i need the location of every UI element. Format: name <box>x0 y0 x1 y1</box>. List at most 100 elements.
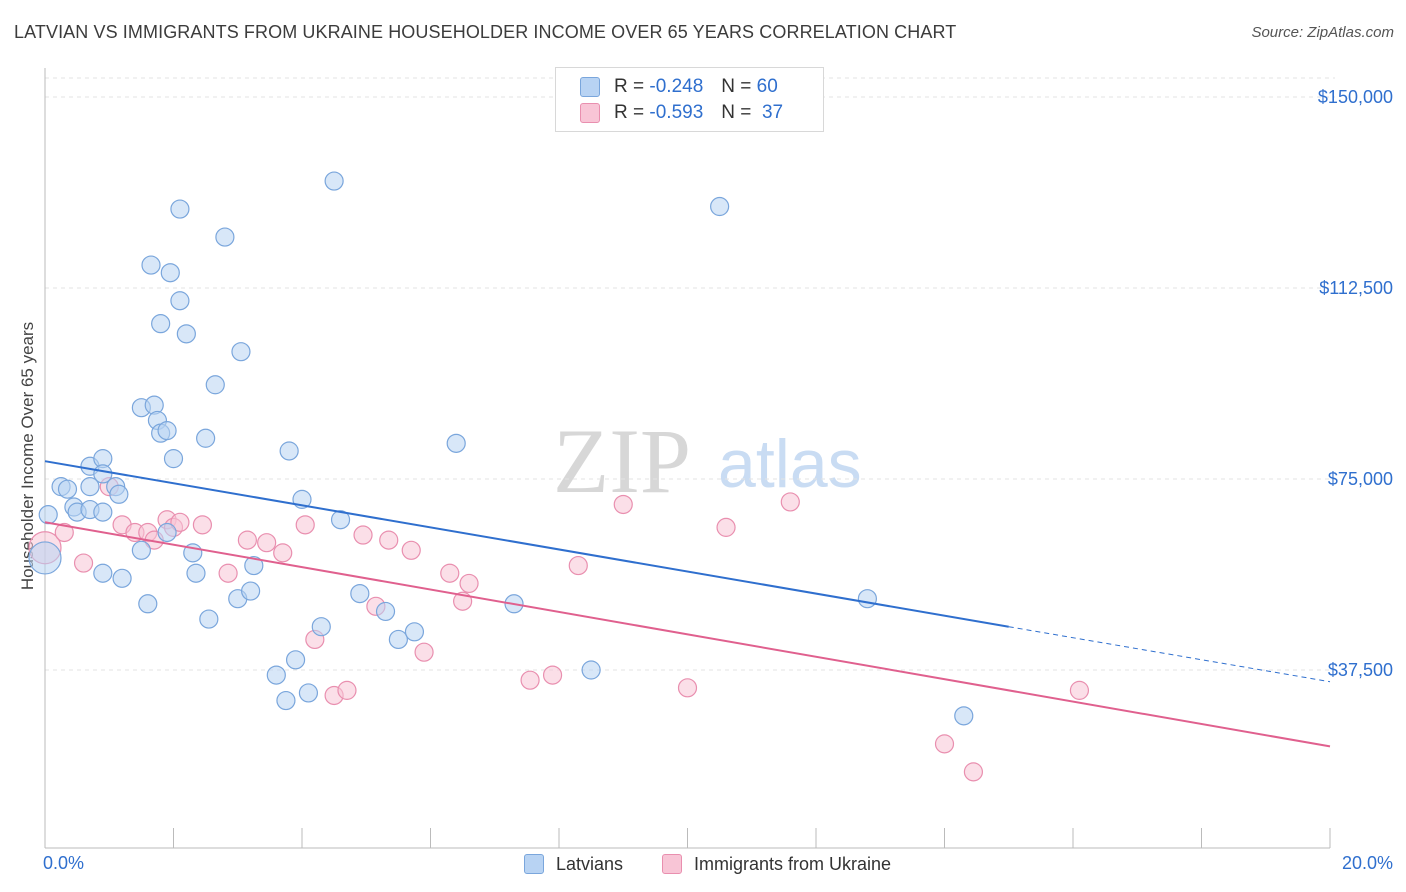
latvian-trend-line <box>44 460 1009 628</box>
bottom-legend-ukraine: Immigrants from Ukraine <box>662 852 891 876</box>
latvian-point <box>266 665 286 685</box>
ukraine-point <box>192 515 213 535</box>
latvian-point <box>298 683 319 703</box>
latvian-trend-extension <box>1008 626 1331 683</box>
ukraine-point <box>295 515 315 535</box>
ukraine-point <box>54 522 74 543</box>
ukraine-point <box>414 642 434 662</box>
ukraine-point <box>934 734 955 754</box>
latvian-point <box>80 477 100 497</box>
latvian-point <box>350 583 370 604</box>
latvian-point <box>163 449 184 469</box>
y-tick-label: $75,000 <box>1328 469 1393 489</box>
legend-row-ukraine: R = -0.593 N = 37 <box>580 101 783 125</box>
legend-row-latvians: R = -0.248 N = 60 <box>580 75 778 99</box>
latvian-point <box>199 609 219 629</box>
source-label: Source: ZipAtlas.com <box>1251 24 1394 41</box>
latvian-point <box>324 171 344 191</box>
latvian-point <box>954 706 974 726</box>
correlation-legend: R = -0.248 N = 60 R = -0.593 N = 37 <box>555 67 824 132</box>
latvian-point <box>375 601 396 622</box>
chart-title: LATVIAN VS IMMIGRANTS FROM UKRAINE HOUSE… <box>14 22 957 42</box>
latvian-point <box>710 196 730 217</box>
latvian-point <box>93 563 113 583</box>
ukraine-point <box>568 555 588 576</box>
latvian-point <box>176 324 196 344</box>
latvian-point <box>404 622 425 642</box>
latvian-point <box>388 629 408 650</box>
latvian-point <box>231 342 251 362</box>
bottom-legend-swatch-blue <box>524 854 544 874</box>
ukraine-point <box>379 530 399 550</box>
bottom-legend-label-ukraine: Immigrants from Ukraine <box>694 853 892 874</box>
legend-r-label: R = <box>614 102 645 123</box>
ukraine-point <box>780 492 800 512</box>
axes <box>44 68 1331 849</box>
latvian-point <box>131 540 151 560</box>
latvian-point <box>276 690 296 711</box>
y-tick-label: $150,000 <box>1318 87 1393 107</box>
ukraine-point <box>218 563 238 583</box>
ukraine-point <box>459 573 479 594</box>
latvian-point <box>151 314 171 334</box>
ukraine-point <box>677 678 698 698</box>
latvian-point <box>109 484 129 504</box>
x-tick-label-max: 20.0% <box>1342 853 1393 873</box>
ukraine-point <box>613 494 633 515</box>
latvian-point <box>244 555 264 576</box>
ukraine-point <box>73 553 94 573</box>
latvian-point <box>279 441 299 461</box>
latvian-point <box>196 428 216 448</box>
latvian-point <box>311 617 331 637</box>
bottom-legend-swatch-pink <box>662 854 682 874</box>
legend-r-value: -0.593 <box>649 102 704 123</box>
latvian-point <box>157 522 177 543</box>
latvian-point <box>141 255 161 275</box>
y-tick-label: $37,500 <box>1328 660 1393 680</box>
latvian-points <box>28 171 974 726</box>
latvian-point <box>28 541 62 575</box>
watermark-atlas: atlas <box>718 426 862 502</box>
legend-r-label: R = <box>614 76 645 97</box>
ukraine-point <box>401 540 421 560</box>
ukraine-point <box>170 512 190 532</box>
latvian-point <box>38 505 58 525</box>
legend-n-value: 37 <box>761 102 784 123</box>
ukraine-point <box>716 517 736 537</box>
latvian-point <box>205 375 225 395</box>
latvian-point <box>285 650 306 670</box>
ukraine-points <box>28 477 1090 782</box>
tick-labels: $37,500 $75,000 $112,500 $150,000 0.0% 20.0% <box>43 87 1393 873</box>
latvian-point <box>215 227 235 247</box>
ukraine-point <box>1069 680 1090 700</box>
ukraine-point <box>337 680 357 700</box>
y-tick-label: $112,500 <box>1319 278 1393 298</box>
legend-n-label: N = <box>721 76 752 97</box>
latvian-point <box>330 510 351 530</box>
trend-lines <box>44 460 1331 748</box>
latvian-point <box>57 479 78 499</box>
grid-lines <box>45 77 1335 671</box>
latvian-point <box>138 594 158 614</box>
latvian-point <box>170 199 190 219</box>
ukraine-point <box>520 670 540 690</box>
legend-n-value: 60 <box>756 76 778 97</box>
ukraine-point <box>257 533 277 553</box>
latvian-point <box>581 660 601 680</box>
ukraine-point <box>963 762 984 782</box>
latvian-point <box>241 581 261 601</box>
latvian-point <box>170 291 190 311</box>
ukraine-point <box>353 525 373 545</box>
latvian-point <box>186 563 206 583</box>
ukraine-point <box>440 563 460 583</box>
legend-swatch-blue <box>580 77 600 97</box>
x-tick-label-min: 0.0% <box>43 853 84 873</box>
latvian-point <box>857 589 878 609</box>
bottom-legend-latvians: Latvians <box>524 852 623 876</box>
legend-r-value: -0.248 <box>649 76 704 97</box>
ukraine-trend-line <box>44 521 1331 748</box>
bottom-legend-label-latvians: Latvians <box>556 853 624 874</box>
watermark: ZIP atlas <box>553 410 862 512</box>
latvian-point <box>160 263 180 283</box>
